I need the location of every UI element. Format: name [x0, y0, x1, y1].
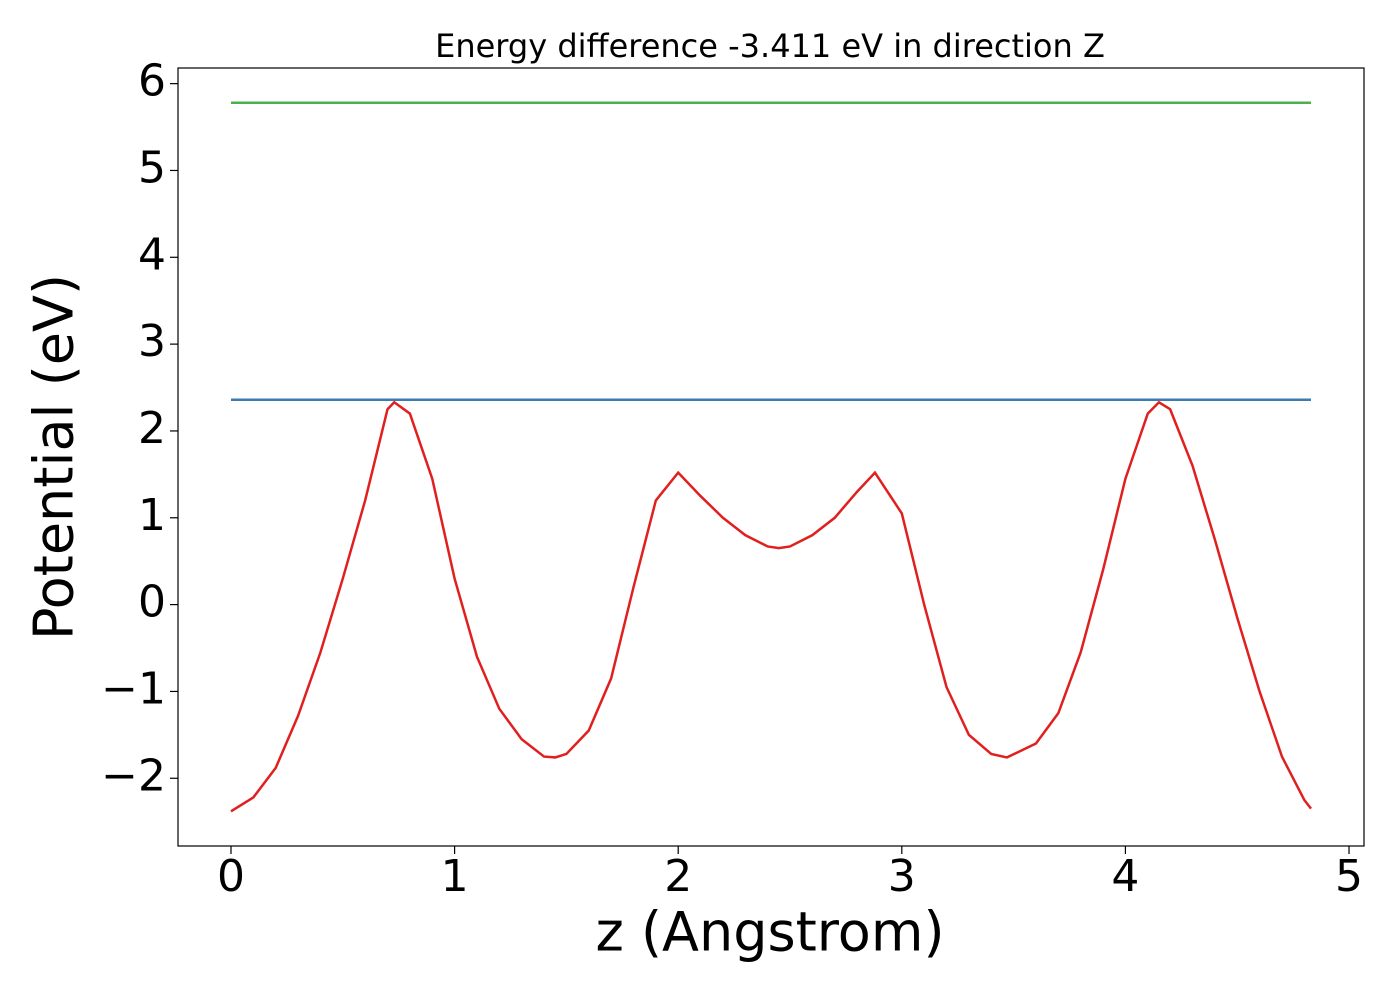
x-axis-label: z (Angstrom) — [595, 901, 944, 964]
x-tick-label: 3 — [888, 851, 916, 902]
y-tick-label: 6 — [138, 56, 166, 107]
x-tick-label: 0 — [217, 851, 245, 902]
x-tick-label: 5 — [1335, 851, 1363, 902]
chart-title: Energy difference -3.411 eV in direction… — [435, 27, 1105, 65]
y-tick-label: 1 — [138, 490, 166, 541]
data-line — [230, 400, 1312, 813]
y-tick-label: 5 — [138, 142, 166, 193]
y-tick-label: 3 — [138, 316, 166, 367]
y-axis-label: Potential (eV) — [23, 274, 86, 640]
x-tick-label: 4 — [1111, 851, 1139, 902]
y-tick-label: 4 — [138, 229, 166, 280]
x-tick-label: 1 — [441, 851, 469, 902]
y-tick-label: 2 — [138, 403, 166, 454]
x-tick-label: 2 — [664, 851, 692, 902]
y-tick-label: −2 — [101, 750, 166, 801]
plot-frame — [177, 67, 1365, 847]
y-tick-label: −1 — [101, 663, 166, 714]
y-tick-label: 0 — [138, 577, 166, 628]
